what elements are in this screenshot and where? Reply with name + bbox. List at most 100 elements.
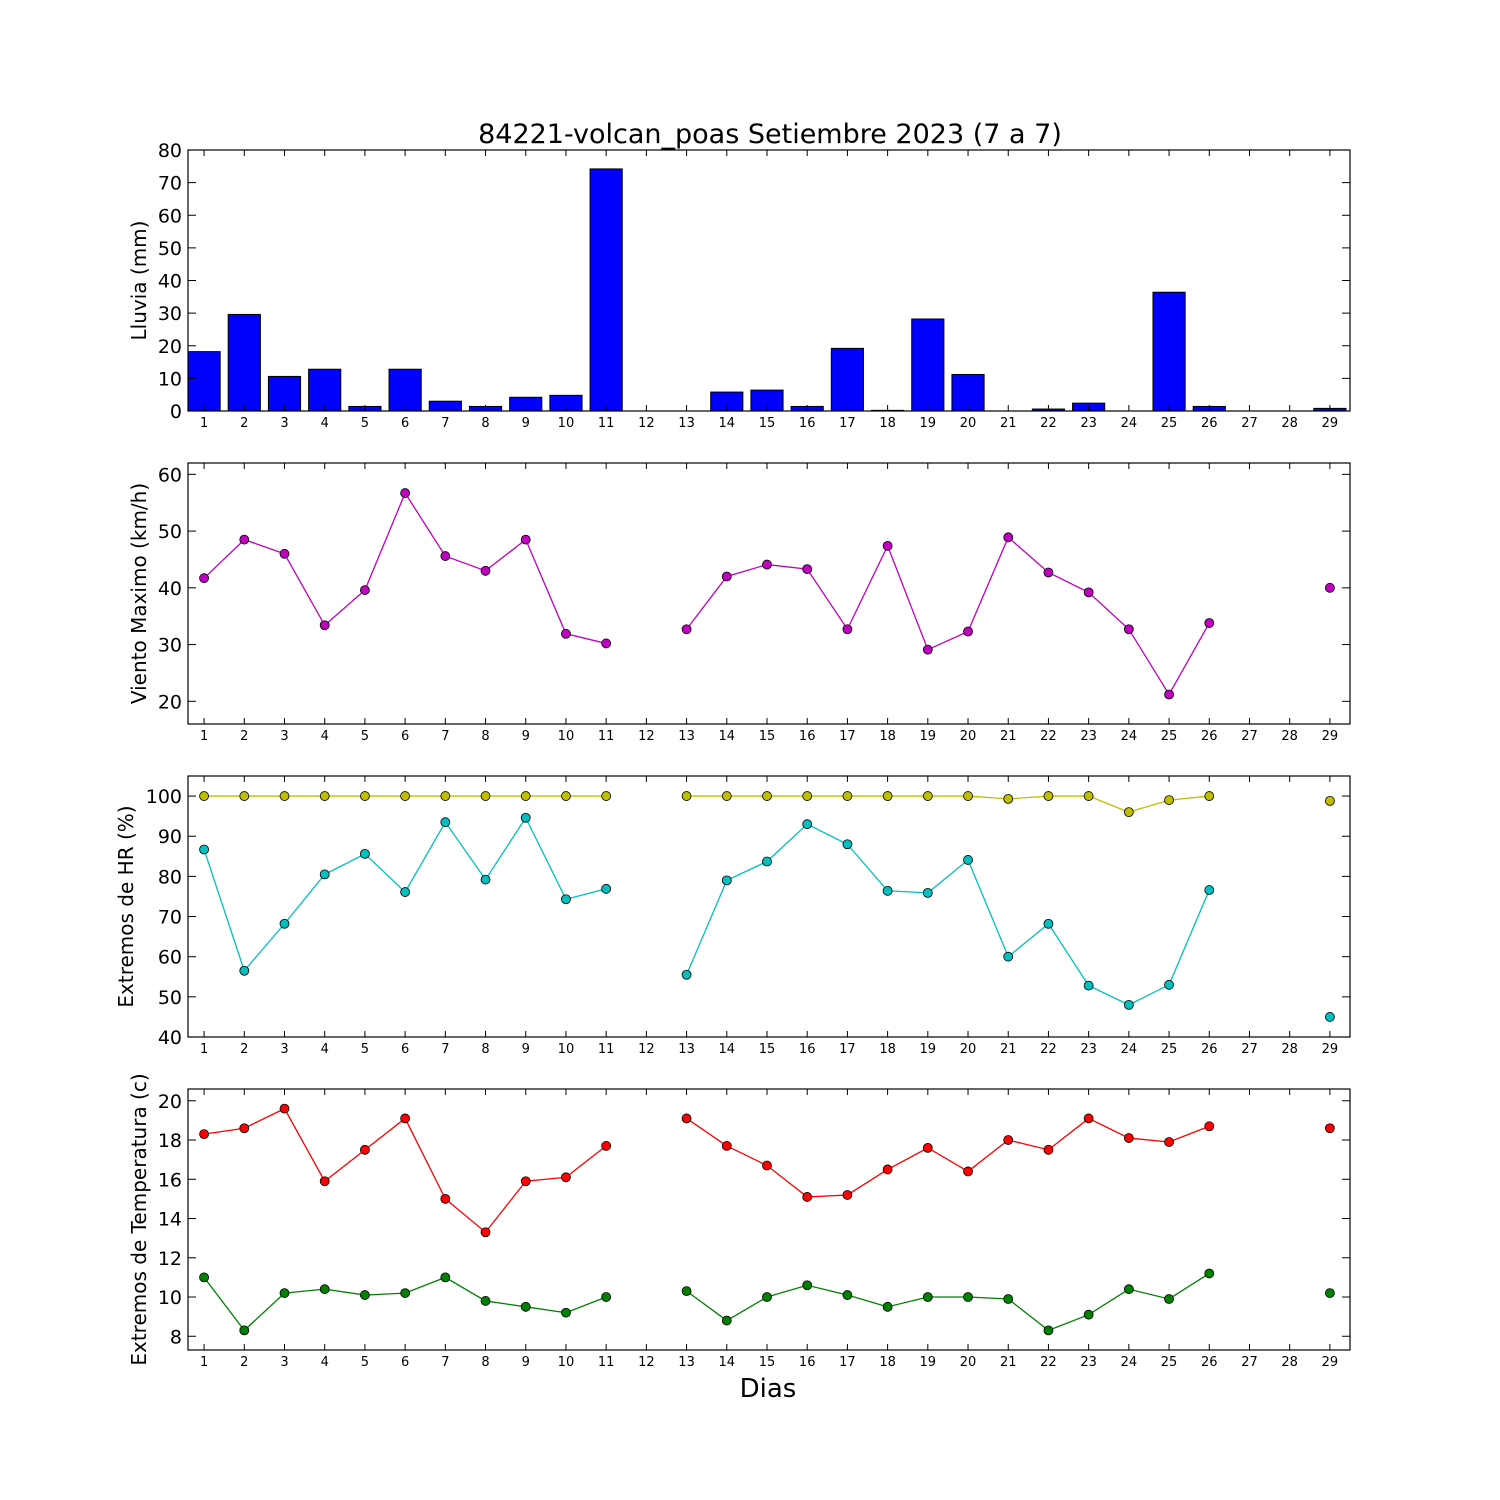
series-1-point-day-3 [279, 1103, 290, 1114]
x-tick-label-14: 14 [719, 1355, 736, 1370]
x-tick-label-22: 22 [1040, 416, 1057, 431]
series-1-point-day-8 [480, 791, 491, 801]
series-1-point-day-18 [882, 791, 893, 801]
series-2-point-day-16 [802, 1280, 813, 1291]
x-tick-label-5: 5 [361, 416, 369, 431]
y-axis-label: Extremos de HR (%) [114, 805, 138, 1007]
axes-frame [187, 1088, 1351, 1351]
series-1-point-day-5 [360, 791, 370, 801]
series-2-point-day-4 [319, 869, 330, 880]
series-2-point-day-7 [440, 1272, 451, 1283]
series-2-point-day-7 [440, 817, 451, 828]
x-tick-label-6: 6 [401, 1042, 409, 1057]
series-2-point-day-10 [561, 1307, 571, 1318]
series-1-point-day-10 [561, 791, 571, 801]
x-tick-label-20: 20 [960, 729, 977, 744]
series-2-line-2 [685, 823, 1210, 1006]
bar-day-4 [308, 368, 342, 411]
x-tick-label-16: 16 [799, 1042, 816, 1057]
series-2-point-day-16 [802, 819, 813, 830]
series-2-point-day-15 [762, 1292, 772, 1302]
x-tick-label-23: 23 [1080, 1355, 1097, 1370]
x-tick-label-3: 3 [280, 1042, 288, 1057]
x-tick-label-1: 1 [200, 1042, 208, 1057]
x-tick-label-17: 17 [839, 729, 856, 744]
series-1-point-day-2 [239, 534, 250, 545]
series-2-point-day-21 [1003, 1294, 1014, 1304]
series-1-point-day-23 [1083, 1113, 1094, 1124]
x-tick-label-10: 10 [558, 1355, 575, 1370]
series-2-point-day-18 [882, 885, 893, 896]
x-tick-label-10: 10 [558, 1042, 575, 1057]
series-1-point-day-11 [601, 791, 612, 801]
x-tick-label-17: 17 [839, 1042, 856, 1057]
series-1-point-day-19 [922, 1142, 933, 1153]
series-1-point-day-18 [882, 540, 893, 551]
x-tick-label-12: 12 [638, 729, 655, 744]
x-tick-label-19: 19 [920, 729, 937, 744]
x-tick-label-24: 24 [1121, 729, 1138, 744]
x-tick-label-17: 17 [839, 416, 856, 431]
y-tick-label-90: 90 [158, 826, 182, 848]
y-tick-label-10: 10 [158, 368, 182, 390]
y-tick-label-10: 10 [158, 1287, 182, 1309]
series-1-point-day-15 [762, 559, 772, 570]
x-tick-label-9: 9 [522, 1355, 530, 1370]
panel-2: 1 2 3 4 5 6 7 8 9 10 11 12 13 14 15 16 17 18 19 20 21 22 23 24 2… [127, 462, 1351, 744]
x-tick-label-13: 13 [678, 416, 695, 431]
series-1-point-day-25 [1164, 795, 1174, 805]
series-1-point-day-29 [1324, 1123, 1335, 1134]
series-1-point-day-4 [319, 620, 330, 631]
series-2-point-day-17 [842, 839, 853, 850]
plot-area [199, 1103, 1335, 1336]
x-tick-label-20: 20 [960, 416, 977, 431]
x-tick-label-11: 11 [598, 1042, 615, 1057]
series-1-point-day-11 [601, 638, 612, 649]
x-tick-label-13: 13 [678, 729, 695, 744]
x-tick-label-28: 28 [1281, 1355, 1298, 1370]
x-tick-label-24: 24 [1121, 416, 1138, 431]
series-1-point-day-14 [721, 791, 732, 801]
series-1-point-day-5 [360, 1144, 370, 1155]
x-tick-label-4: 4 [321, 1355, 329, 1370]
series-1-point-day-4 [319, 1176, 330, 1187]
series-2-point-day-13 [681, 969, 692, 980]
x-tick-label-10: 10 [558, 416, 575, 431]
x-tick-label-14: 14 [719, 1042, 736, 1057]
series-2-point-day-23 [1083, 980, 1094, 991]
y-tick-label-0: 0 [170, 401, 182, 423]
series-2-point-day-3 [279, 918, 290, 929]
figure-title: 84221-volcan_poas Setiembre 2023 (7 a 7) [478, 119, 1062, 150]
series-1-point-day-20 [963, 1166, 973, 1177]
x-tick-label-2: 2 [240, 416, 248, 431]
y-tick-label-50: 50 [158, 521, 182, 543]
x-tick-label-2: 2 [240, 1042, 248, 1057]
y-tick-label-60: 60 [158, 464, 182, 486]
y-tick-label-14: 14 [158, 1209, 182, 1231]
x-tick-label-2: 2 [240, 729, 248, 744]
series-1-point-day-17 [842, 791, 853, 801]
x-tick-label-6: 6 [401, 729, 409, 744]
series-2-point-day-1 [199, 844, 209, 855]
series-1-point-day-22 [1043, 567, 1054, 578]
panels: 1 2 3 4 5 6 7 8 9 10 11 12 13 14 15 16 17 18 19 20 21 22 23 24 2… [114, 140, 1351, 1370]
series-2-point-day-26 [1204, 1268, 1215, 1279]
series-1-point-day-14 [721, 1141, 732, 1151]
x-tick-label-3: 3 [280, 416, 288, 431]
series-2-point-day-11 [601, 883, 612, 894]
x-tick-label-25: 25 [1161, 729, 1178, 744]
series-1-line-1 [203, 1107, 607, 1234]
y-tick-label-40: 40 [158, 578, 182, 600]
x-tick-label-22: 22 [1040, 1042, 1057, 1057]
x-tick-label-22: 22 [1040, 729, 1057, 744]
series-2-point-day-29 [1324, 1288, 1335, 1298]
x-tick-label-18: 18 [879, 1042, 896, 1057]
bar-day-1 [188, 351, 221, 411]
series-1-point-day-7 [440, 551, 451, 561]
x-tick-label-8: 8 [481, 729, 489, 744]
y-axis-label: Viento Maximo (km/h) [127, 483, 151, 704]
series-1-point-day-6 [400, 488, 411, 498]
series-1-point-day-26 [1204, 618, 1215, 628]
x-tick-label-4: 4 [321, 729, 329, 744]
